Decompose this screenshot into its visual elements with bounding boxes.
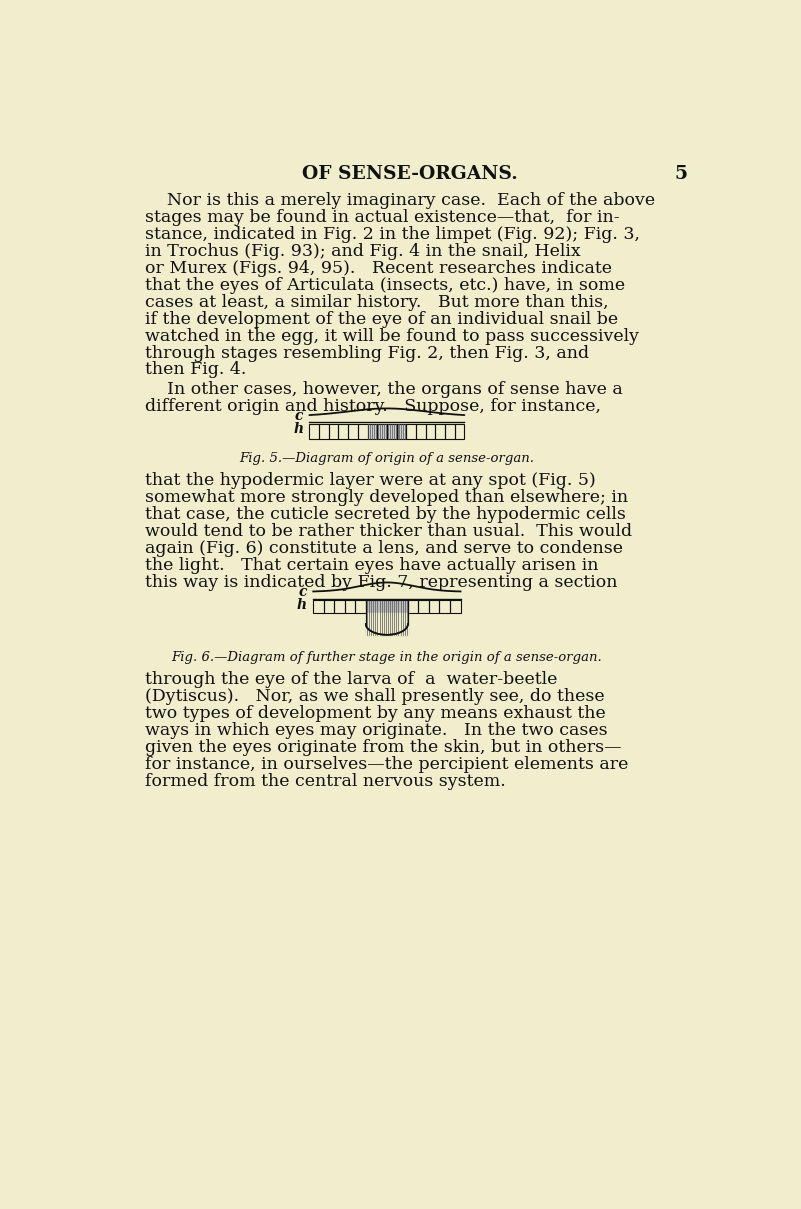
Bar (408, 600, 418, 613)
Bar (358, 424, 368, 439)
Text: again (Fig. 6) constitute a lens, and serve to condense: again (Fig. 6) constitute a lens, and se… (145, 540, 623, 557)
Bar (339, 424, 348, 439)
Bar (377, 424, 387, 439)
Bar (368, 424, 377, 439)
Bar (429, 600, 440, 613)
Text: h: h (293, 422, 303, 436)
Bar (376, 600, 387, 635)
Text: in Trochus (Fig. 93); and Fig. 4 in the snail, Helix: in Trochus (Fig. 93); and Fig. 4 in the … (145, 243, 581, 260)
Bar (397, 600, 408, 635)
Text: that the hypodermic layer were at any spot (Fig. 5): that the hypodermic layer were at any sp… (145, 473, 596, 490)
Bar (366, 600, 376, 635)
Bar (425, 424, 435, 439)
Bar (313, 600, 324, 613)
Text: stance, indicated in Fig. 2 in the limpet (Fig. 92); Fig. 3,: stance, indicated in Fig. 2 in the limpe… (145, 226, 640, 243)
Text: for instance, in ourselves—the percipient elements are: for instance, in ourselves—the percipien… (145, 756, 629, 773)
Text: cases at least, a similar history.   But more than this,: cases at least, a similar history. But m… (145, 294, 609, 311)
Text: stages may be found in actual existence—that,  for in-: stages may be found in actual existence—… (145, 209, 620, 226)
Text: In other cases, however, the organs of sense have a: In other cases, however, the organs of s… (167, 382, 622, 399)
Text: this way is indicated by Fig. 7, representing a section: this way is indicated by Fig. 7, represe… (145, 574, 618, 591)
Bar (455, 424, 465, 439)
Text: (Dytiscus).   Nor, as we shall presently see, do these: (Dytiscus). Nor, as we shall presently s… (145, 688, 605, 705)
Text: watched in the egg, it will be found to pass successively: watched in the egg, it will be found to … (145, 328, 639, 345)
Bar (324, 600, 334, 613)
Bar (366, 600, 376, 635)
Bar (344, 600, 356, 613)
Text: or Murex (Figs. 94, 95).   Recent researches indicate: or Murex (Figs. 94, 95). Recent research… (145, 260, 612, 277)
Text: then Fig. 4.: then Fig. 4. (145, 361, 247, 378)
Bar (348, 424, 358, 439)
Bar (387, 424, 396, 439)
Text: h: h (297, 597, 307, 612)
Text: that case, the cuticle secreted by the hypodermic cells: that case, the cuticle secreted by the h… (145, 507, 626, 523)
Bar (406, 424, 416, 439)
Text: somewhat more strongly developed than elsewhere; in: somewhat more strongly developed than el… (145, 490, 628, 507)
Bar (418, 600, 429, 613)
Text: through stages resembling Fig. 2, then Fig. 3, and: through stages resembling Fig. 2, then F… (145, 345, 590, 361)
Bar (334, 600, 344, 613)
Bar (376, 600, 387, 635)
Text: given the eyes originate from the skin, but in others—: given the eyes originate from the skin, … (145, 739, 622, 756)
Bar (435, 424, 445, 439)
Bar (309, 424, 319, 439)
Text: 5: 5 (674, 166, 687, 183)
Text: formed from the central nervous system.: formed from the central nervous system. (145, 773, 505, 789)
Bar (319, 424, 328, 439)
Bar (440, 600, 450, 613)
Text: the light.   That certain eyes have actually arisen in: the light. That certain eyes have actual… (145, 557, 598, 574)
Text: different origin and history.   Suppose, for instance,: different origin and history. Suppose, f… (145, 399, 601, 416)
Text: Fig. 6.—Diagram of further stage in the origin of a sense-organ.: Fig. 6.—Diagram of further stage in the … (171, 650, 602, 664)
Text: OF SENSE-ORGANS.: OF SENSE-ORGANS. (302, 166, 518, 183)
Bar (445, 424, 455, 439)
Bar (387, 600, 397, 635)
Bar (328, 424, 339, 439)
Text: if the development of the eye of an individual snail be: if the development of the eye of an indi… (145, 311, 618, 328)
Text: Nor is this a merely imaginary case.  Each of the above: Nor is this a merely imaginary case. Eac… (167, 192, 655, 209)
Text: two types of development by any means exhaust the: two types of development by any means ex… (145, 705, 606, 722)
Text: c: c (295, 409, 303, 423)
Text: that the eyes of Articulata (insects, etc.) have, in some: that the eyes of Articulata (insects, et… (145, 277, 626, 294)
Text: ways in which eyes may originate.   In the two cases: ways in which eyes may originate. In the… (145, 722, 608, 739)
Text: would tend to be rather thicker than usual.  This would: would tend to be rather thicker than usu… (145, 523, 632, 540)
Bar (387, 600, 397, 635)
Bar (416, 424, 425, 439)
Text: Fig. 5.—Diagram of origin of a sense-organ.: Fig. 5.—Diagram of origin of a sense-org… (239, 452, 534, 465)
Bar (450, 600, 461, 613)
Bar (356, 600, 366, 613)
Text: c: c (299, 585, 307, 598)
Bar (397, 600, 408, 635)
Text: through the eye of the larva of  a  water-beetle: through the eye of the larva of a water-… (145, 671, 557, 688)
Bar (396, 424, 406, 439)
